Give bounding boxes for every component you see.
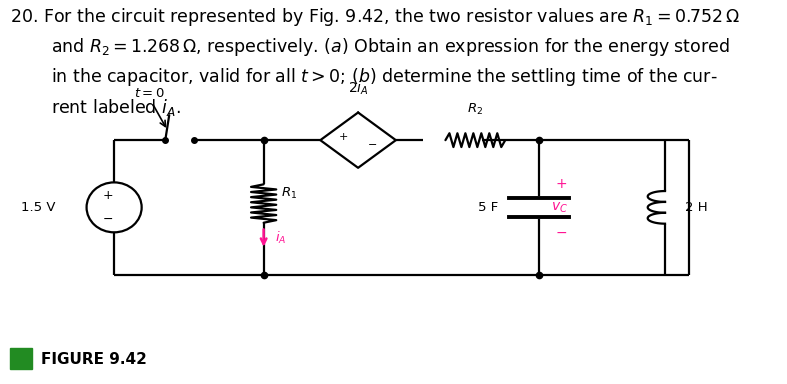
Text: rent labeled $i_A$.: rent labeled $i_A$. — [51, 97, 181, 118]
Text: $v_C$: $v_C$ — [551, 200, 568, 215]
Text: +: + — [556, 177, 567, 191]
Text: in the capacitor, valid for all $t > 0$; $(b)$ determine the settling time of th: in the capacitor, valid for all $t > 0$;… — [51, 66, 718, 88]
Text: $2i_A$: $2i_A$ — [348, 80, 368, 97]
Text: 1.5 V: 1.5 V — [20, 201, 55, 214]
Text: $-$: $-$ — [368, 138, 377, 148]
Text: 20. For the circuit represented by Fig. 9.42, the two resistor values are $R_1 =: 20. For the circuit represented by Fig. … — [10, 6, 741, 28]
Text: $R_1$: $R_1$ — [281, 186, 297, 202]
Text: $i_A$: $i_A$ — [275, 230, 286, 246]
Text: and $R_2 = 1.268\,\Omega$, respectively. $(a)$ Obtain an expression for the ener: and $R_2 = 1.268\,\Omega$, respectively.… — [51, 36, 730, 58]
Text: 2 H: 2 H — [685, 201, 708, 214]
Text: FIGURE 9.42: FIGURE 9.42 — [41, 351, 147, 367]
Text: $R_2$: $R_2$ — [467, 102, 483, 117]
Text: +: + — [102, 189, 113, 202]
Text: $-$: $-$ — [555, 225, 567, 239]
Text: +: + — [339, 132, 349, 142]
Text: 5 F: 5 F — [478, 201, 498, 214]
Text: $-$: $-$ — [102, 212, 113, 225]
Ellipse shape — [87, 182, 142, 232]
Text: $t=0$: $t=0$ — [134, 87, 164, 100]
Bar — [10, 348, 32, 369]
